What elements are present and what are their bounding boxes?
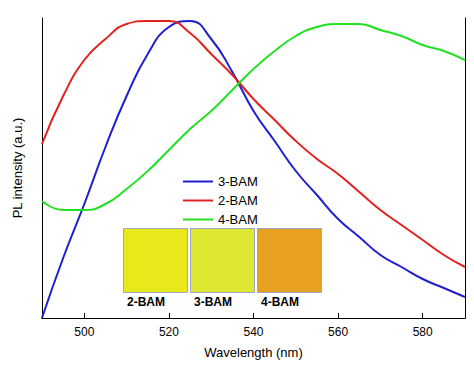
svg-text:560: 560 <box>328 325 348 339</box>
svg-text:580: 580 <box>413 325 433 339</box>
svg-text:540: 540 <box>243 325 263 339</box>
svg-text:Wavelength (nm): Wavelength (nm) <box>204 345 303 360</box>
svg-text:2-BAM: 2-BAM <box>127 295 165 309</box>
svg-text:2-BAM: 2-BAM <box>218 193 258 208</box>
svg-text:3-BAM: 3-BAM <box>194 295 232 309</box>
svg-text:520: 520 <box>159 325 179 339</box>
svg-text:3-BAM: 3-BAM <box>218 174 258 189</box>
svg-text:4-BAM: 4-BAM <box>218 212 258 227</box>
svg-text:4-BAM: 4-BAM <box>261 295 299 309</box>
svg-text:500: 500 <box>74 325 94 339</box>
svg-text:PL intensity (a.u.): PL intensity (a.u.) <box>10 118 25 219</box>
